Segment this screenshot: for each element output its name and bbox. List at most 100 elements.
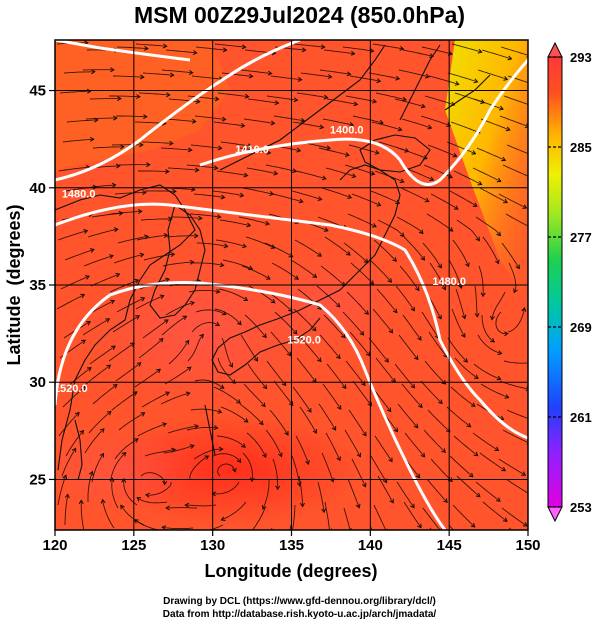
streamline (90, 273, 120, 287)
streamline (477, 69, 508, 80)
streamline-arrowhead (335, 302, 341, 308)
streamline-arrowhead (172, 188, 177, 194)
streamline (345, 360, 366, 386)
streamline (114, 192, 146, 195)
streamline (135, 43, 167, 47)
y-tick-label: 40 (29, 180, 46, 197)
streamline-arrowhead (186, 366, 192, 372)
streamline (430, 193, 459, 210)
streamline-arrowhead (494, 446, 500, 452)
streamline (216, 435, 246, 448)
streamline (448, 524, 455, 530)
streamline-arrowhead (89, 248, 95, 253)
streamline-arrowhead (471, 150, 477, 155)
streamline-arrowhead (494, 259, 500, 265)
streamline-arrowhead (278, 452, 283, 458)
streamline-arrowhead (420, 103, 426, 109)
streamline-arrowhead (111, 182, 117, 188)
streamline (116, 46, 148, 50)
streamline (428, 331, 448, 358)
streamline-arrowhead (274, 100, 280, 106)
streamline (398, 334, 419, 360)
streamline (399, 265, 420, 291)
x-tick-label: 125 (121, 537, 146, 554)
streamline (270, 75, 302, 81)
streamline-arrowhead (288, 401, 294, 407)
streamline (262, 479, 270, 510)
streamline (193, 193, 225, 198)
streamline-arrowhead (109, 477, 115, 483)
streamline (193, 448, 223, 460)
streamline-arrowhead (228, 362, 233, 368)
streamline (112, 315, 140, 333)
streamline (450, 121, 480, 134)
streamline-arrowhead (111, 345, 116, 351)
streamline (478, 265, 484, 297)
streamline-arrowhead (470, 522, 476, 528)
streamline-arrowhead (497, 350, 503, 356)
streamline-arrowhead (429, 176, 435, 181)
streamline (164, 118, 196, 123)
streamline-arrowhead (312, 273, 318, 279)
streamline-arrowhead (413, 423, 419, 429)
streamline-arrowhead (220, 194, 226, 200)
streamline-arrowhead (470, 402, 476, 407)
streamline (239, 403, 264, 425)
streamline (498, 458, 526, 476)
streamline (192, 262, 224, 266)
streamline-arrowhead (529, 225, 533, 229)
x-tick-label: 135 (279, 537, 304, 554)
x-axis-label: Longitude (degrees) (204, 561, 377, 581)
streamline-arrowhead (317, 196, 323, 201)
streamline-arrowhead (71, 447, 77, 453)
streamline (427, 144, 457, 157)
streamline-arrowhead (317, 252, 322, 257)
streamline (402, 49, 434, 57)
streamline-arrowhead (466, 544, 470, 548)
streamline (220, 406, 248, 423)
contour-label: 1480.0 (62, 189, 96, 201)
streamline (295, 170, 326, 180)
streamline-arrowhead (490, 338, 495, 343)
streamline (475, 481, 501, 502)
streamline-arrowhead (62, 474, 68, 480)
streamline (348, 144, 379, 154)
streamline-arrowhead (395, 75, 401, 81)
streamline-arrowhead (521, 471, 527, 476)
colorbar-tick-label: 277 (570, 230, 592, 245)
streamline-arrowhead (187, 147, 193, 153)
streamline-arrowhead (371, 223, 377, 228)
streamline (352, 380, 372, 406)
streamline-arrowhead (88, 470, 94, 476)
streamline (499, 115, 528, 127)
streamline (349, 75, 381, 82)
streamline-arrowhead (248, 265, 254, 271)
streamline (113, 253, 144, 264)
streamline (322, 383, 342, 410)
streamline (503, 95, 528, 105)
streamline-arrowhead (236, 399, 241, 404)
streamline (452, 504, 476, 528)
streamline (371, 121, 402, 131)
streamline-arrowhead (319, 124, 325, 130)
streamline-arrowhead (370, 170, 376, 176)
streamline-arrowhead (194, 233, 199, 239)
streamline (189, 455, 209, 480)
streamline-arrowhead (165, 391, 170, 396)
streamline (271, 262, 299, 280)
streamline-arrowhead (496, 375, 502, 381)
streamline-arrowhead (515, 264, 520, 270)
streamline-arrowhead (452, 152, 458, 158)
streamline (242, 452, 253, 482)
streamline (191, 322, 220, 333)
streamline-arrowhead (474, 312, 480, 318)
y-tick-label: 35 (29, 277, 46, 294)
streamline-arrowhead (453, 205, 459, 210)
streamline (189, 213, 221, 218)
streamline (400, 531, 416, 557)
streamline-arrowhead (241, 44, 247, 50)
streamline-arrowhead (113, 115, 118, 121)
streamline-arrowhead (327, 74, 333, 80)
streamline (401, 383, 423, 408)
streamline-arrowhead (216, 214, 222, 220)
